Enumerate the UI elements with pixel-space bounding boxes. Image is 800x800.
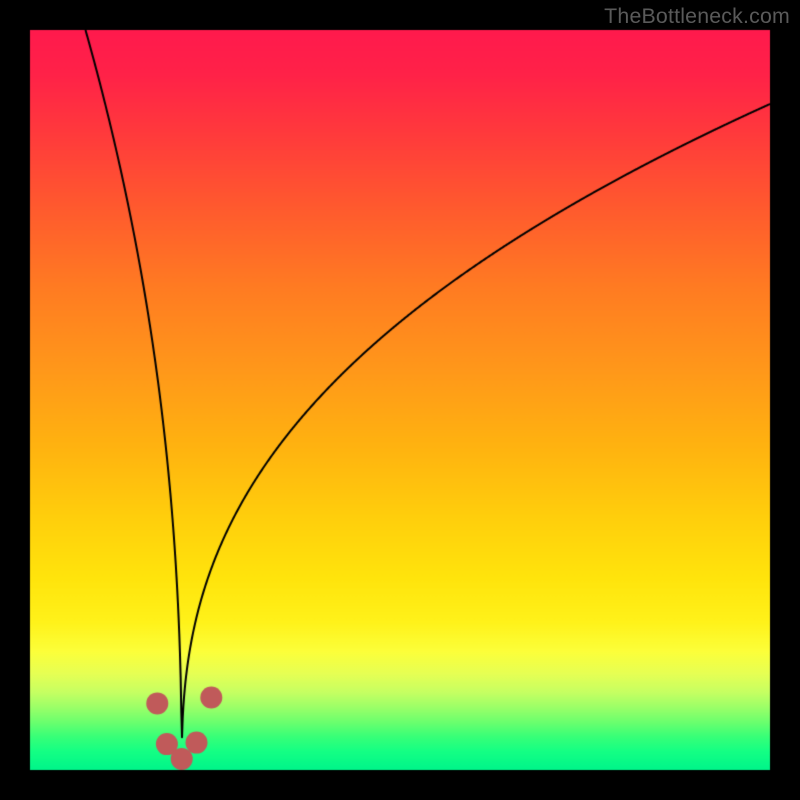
bottleneck-chart [0,0,800,800]
